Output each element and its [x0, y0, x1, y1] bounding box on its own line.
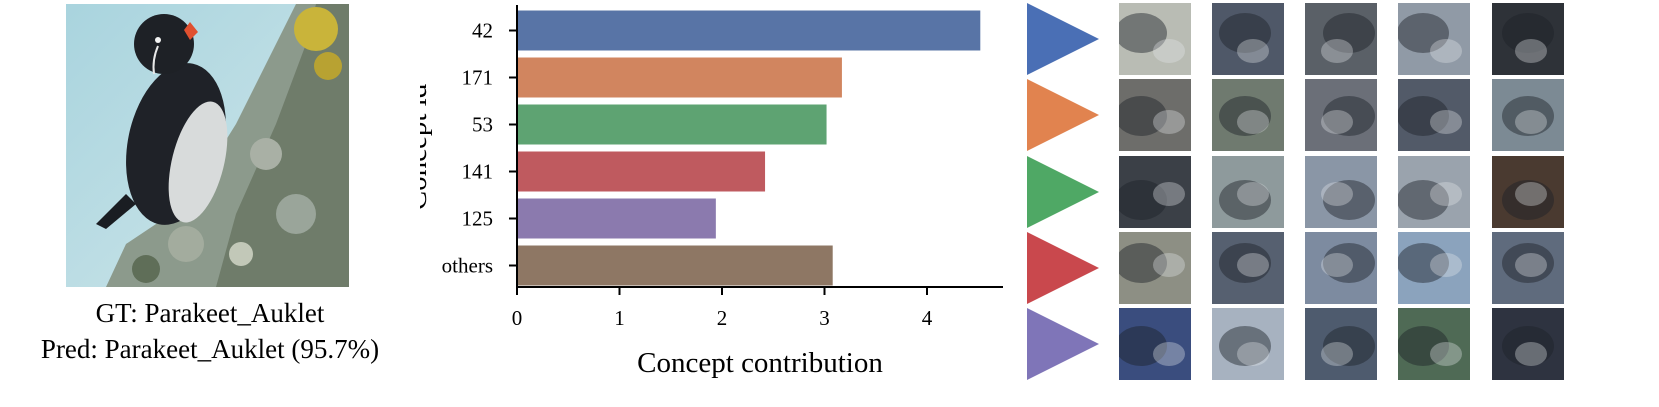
- x-tick-label: 2: [717, 306, 728, 330]
- concept-125-marker-icon: [1027, 308, 1099, 380]
- concept-171-prototype-image: [1119, 79, 1191, 151]
- concept-141-prototype-image: [1212, 232, 1284, 304]
- concept-141-prototype-image: [1119, 232, 1191, 304]
- concept-42-prototype-image: [1492, 3, 1564, 75]
- x-tick-label: 4: [922, 306, 933, 330]
- concept-42-prototype-image: [1398, 3, 1470, 75]
- prediction-caption: Pred: Parakeet_Auklet (95.7%): [40, 334, 380, 364]
- concept-171-prototype-image: [1492, 79, 1564, 151]
- y-axis-title: Concept id: [420, 83, 433, 210]
- y-tick-label: 125: [462, 207, 494, 231]
- x-tick-label: 1: [614, 306, 625, 330]
- bar-concept-others: [517, 245, 833, 286]
- concept-125-prototype-image: [1305, 308, 1377, 380]
- input-panel: GT: Parakeet_Auklet Pred: Parakeet_Aukle…: [0, 0, 420, 407]
- bar-concept-53: [517, 104, 827, 145]
- y-tick-label: 141: [462, 160, 494, 184]
- bar-concept-141: [517, 151, 766, 192]
- chart-panel: 42 171 53 141 125 others 0 1 2 3 4 Concept contri…: [420, 0, 1020, 407]
- concept-125-prototype-image: [1398, 308, 1470, 380]
- concept-171-marker-icon: [1027, 79, 1099, 151]
- concept-42-marker-icon: [1027, 3, 1099, 75]
- concept-53-prototype-image: [1305, 156, 1377, 228]
- ground-truth-caption: GT: Parakeet_Auklet: [95, 298, 325, 328]
- y-tick-label: 171: [462, 66, 494, 90]
- concept-141-prototype-image: [1398, 232, 1470, 304]
- concept-42-prototype-image: [1305, 3, 1377, 75]
- bar-concept-125: [517, 198, 716, 239]
- y-tick-label: 42: [472, 19, 493, 43]
- bars-layer: [517, 10, 981, 286]
- y-ticks: 42 171 53 141 125 others: [442, 19, 517, 278]
- concept-53-marker-icon: [1027, 156, 1099, 228]
- concept-171-prototype-image: [1398, 79, 1470, 151]
- concept-42-prototype-image: [1212, 3, 1284, 75]
- concept-125-prototype-image: [1212, 308, 1284, 380]
- x-ticks: 0 1 2 3 4: [512, 287, 933, 330]
- bar-concept-171: [517, 57, 842, 98]
- concept-125-prototype-image: [1119, 308, 1191, 380]
- bar-concept-42: [517, 10, 981, 51]
- concept-contribution-chart: 42 171 53 141 125 others 0 1 2 3 4 Concept contri…: [420, 5, 1003, 379]
- concept-141-prototype-image: [1492, 232, 1564, 304]
- concept-53-prototype-image: [1492, 156, 1564, 228]
- concept-141-prototype-image: [1305, 232, 1377, 304]
- y-tick-label: others: [442, 254, 493, 278]
- concept-prototypes-panel: [1020, 0, 1659, 407]
- concept-125-prototype-image: [1492, 308, 1564, 380]
- x-tick-label: 3: [819, 306, 830, 330]
- input-bird-image: [66, 4, 349, 287]
- concept-141-marker-icon: [1027, 232, 1099, 304]
- concept-42-prototype-image: [1119, 3, 1191, 75]
- concept-53-prototype-image: [1119, 156, 1191, 228]
- y-tick-label: 53: [472, 113, 493, 137]
- concept-53-prototype-image: [1398, 156, 1470, 228]
- concept-171-prototype-image: [1212, 79, 1284, 151]
- concept-171-prototype-image: [1305, 79, 1377, 151]
- x-axis-title: Concept contribution: [637, 347, 883, 379]
- concept-53-prototype-image: [1212, 156, 1284, 228]
- x-tick-label: 0: [512, 306, 523, 330]
